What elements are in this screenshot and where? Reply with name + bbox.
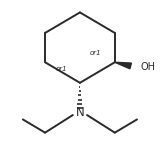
Text: OH: OH bbox=[140, 62, 155, 72]
Text: or1: or1 bbox=[56, 66, 68, 72]
Polygon shape bbox=[115, 62, 131, 69]
Text: or1: or1 bbox=[89, 50, 101, 56]
Text: N: N bbox=[76, 106, 84, 119]
